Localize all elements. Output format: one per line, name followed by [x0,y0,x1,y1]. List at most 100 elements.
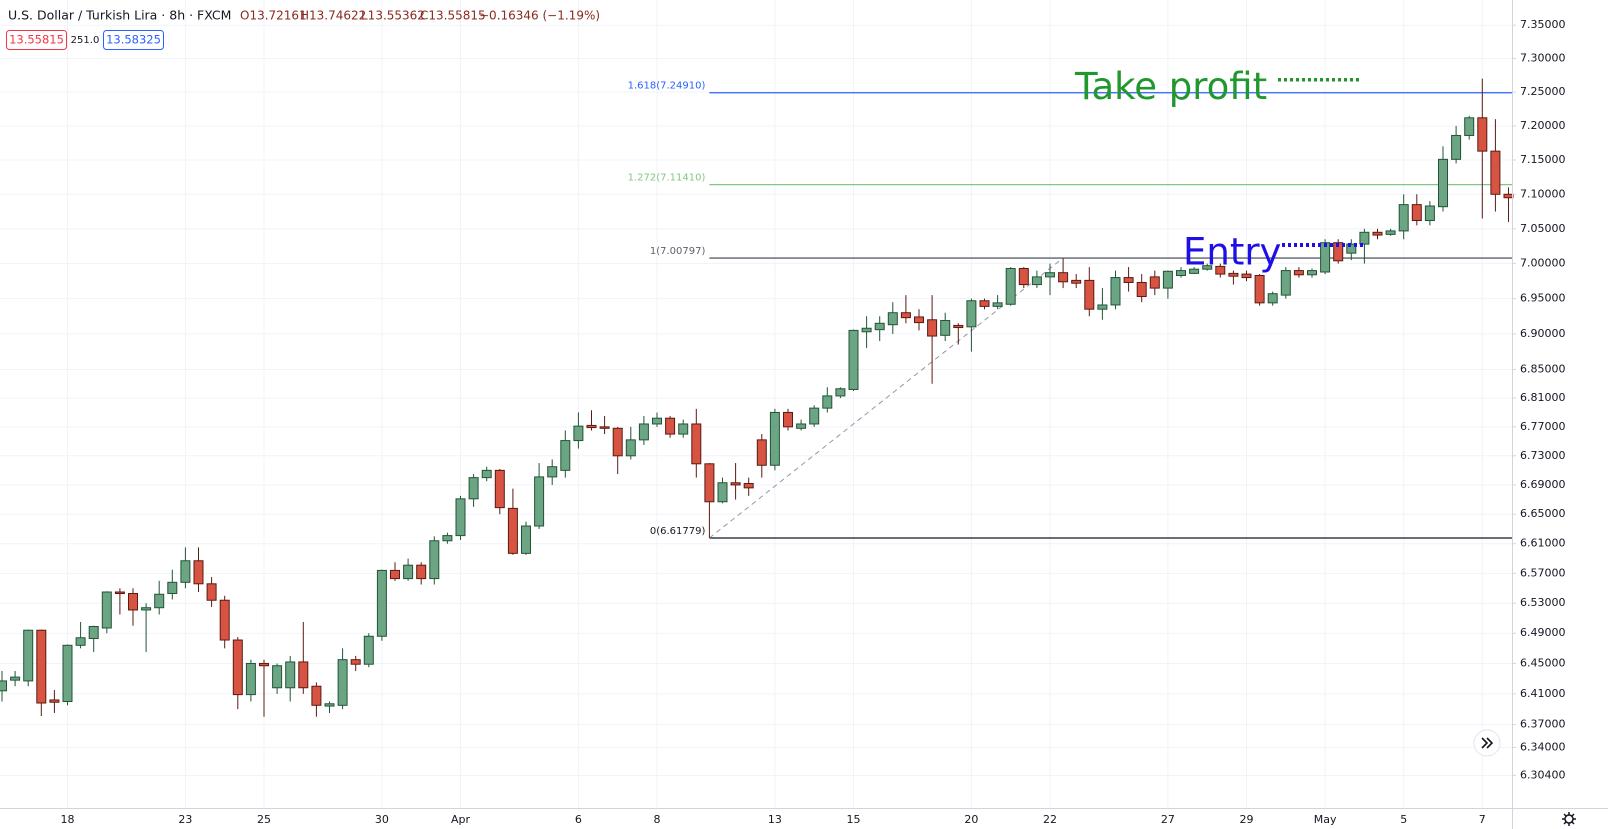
candle-body [219,599,230,641]
ohlc-open: O13.72161 [240,9,307,23]
ohlc-change: −0.16346 (−1.19%) [479,9,600,23]
candle-body [1490,150,1501,195]
candle-body [1058,272,1069,283]
candle-body [665,417,676,435]
candle-body [507,507,518,554]
candle-body [940,319,951,336]
candle-body [363,635,374,665]
x-tick-label: 18 [61,813,75,826]
candle-body [796,423,807,429]
y-tick-label: 7.30000 [1520,52,1566,65]
candle-body [835,388,846,397]
candle-body [455,498,466,537]
header: U.S. Dollar / Turkish Lira · 8h · FXCM O… [6,8,600,50]
y-tick-label: 7.05000 [1520,222,1566,235]
candle-body [979,300,990,307]
y-tick-label: 6.77000 [1520,420,1566,433]
fib-level-label: 1.272(7.11410) [628,173,706,184]
candle-body [992,302,1003,307]
y-tick-label: 6.73000 [1520,449,1566,462]
candle-body [1293,270,1304,276]
y-tick-label: 7.15000 [1520,153,1566,166]
x-tick-label: 7 [1479,813,1486,826]
candle-body [1215,265,1226,275]
fib-level-label: 1.618(7.24910) [628,81,706,92]
candle-body [1136,281,1147,298]
candle-body [442,535,453,542]
candle-body [259,662,269,667]
candle-body [861,327,872,333]
candle-body [1254,274,1265,304]
sell-box[interactable] [6,30,67,50]
buy-box[interactable] [103,30,164,50]
candle-body [481,469,492,479]
scroll-button[interactable] [1473,729,1501,757]
x-tick-label: 8 [654,813,661,826]
candle-body [1477,117,1488,152]
candle-body [966,300,977,328]
y-tick-label: 7.20000 [1520,119,1566,132]
candle-body [0,680,7,692]
candle-body [625,439,636,457]
candle-body [743,482,754,489]
candle-body [285,661,296,689]
candle-body [193,560,204,585]
candle-body [49,699,60,703]
candle-body [704,463,715,503]
x-tick-label: 30 [375,813,389,826]
spread: 251.0 [71,35,100,46]
candle-body [376,569,387,637]
candle-body [756,439,767,466]
candle-body [1149,276,1160,289]
candle-body [337,659,348,706]
candle-body [573,425,584,442]
scroll-icon[interactable] [1481,737,1494,749]
candle-body [101,591,112,629]
x-tick-label: 23 [178,813,192,826]
y-tick-label: 6.65000 [1520,507,1566,520]
grid [0,0,1512,808]
candle-body [429,540,440,580]
candle-body [887,312,898,326]
candle-body [88,625,99,640]
candle-body [612,427,623,457]
settings-button[interactable] [1562,812,1576,826]
candle-body [1202,265,1213,270]
candle-body [586,424,597,429]
x-tick-label: 20 [964,813,978,826]
candle-body [1359,231,1370,245]
price-axis: 7.35000 7.30000 7.25000 7.20000 7.15000 7.100… [1512,18,1566,781]
candle-body [638,423,649,441]
y-tick-label: 6.85000 [1520,362,1566,375]
candle-body [1031,276,1042,286]
y-tick-label: 6.45000 [1520,656,1566,669]
fib-level-label: 0(6.61779) [650,526,706,537]
sell-price[interactable]: 13.55815 [9,33,64,47]
candle-body [599,426,610,429]
candle-body [1451,134,1462,160]
candle-body [691,423,702,465]
candle-body [10,676,21,681]
candle-body [953,324,964,329]
candle-body [678,423,689,435]
buy-price[interactable]: 13.58325 [106,33,161,47]
ohlc-close: C13.55815 [420,9,486,23]
x-tick-label: 15 [847,813,861,826]
candle-body [232,639,243,696]
candle-body [1045,272,1055,278]
x-tick-label: 29 [1240,813,1254,826]
candle-body [494,469,505,509]
x-tick-label: 25 [257,813,271,826]
candle-body [272,665,283,689]
candle-body [547,466,558,478]
candle-body [390,569,400,580]
y-tick-label: 6.34000 [1520,741,1566,754]
y-tick-label: 6.81000 [1520,391,1566,404]
fib-level-label: 1(7.00797) [650,246,706,257]
candle-body [848,329,859,390]
candle-body [1267,293,1278,304]
candle-body [822,395,833,409]
gear-teeth[interactable] [1562,812,1576,826]
candle-body [717,482,728,503]
